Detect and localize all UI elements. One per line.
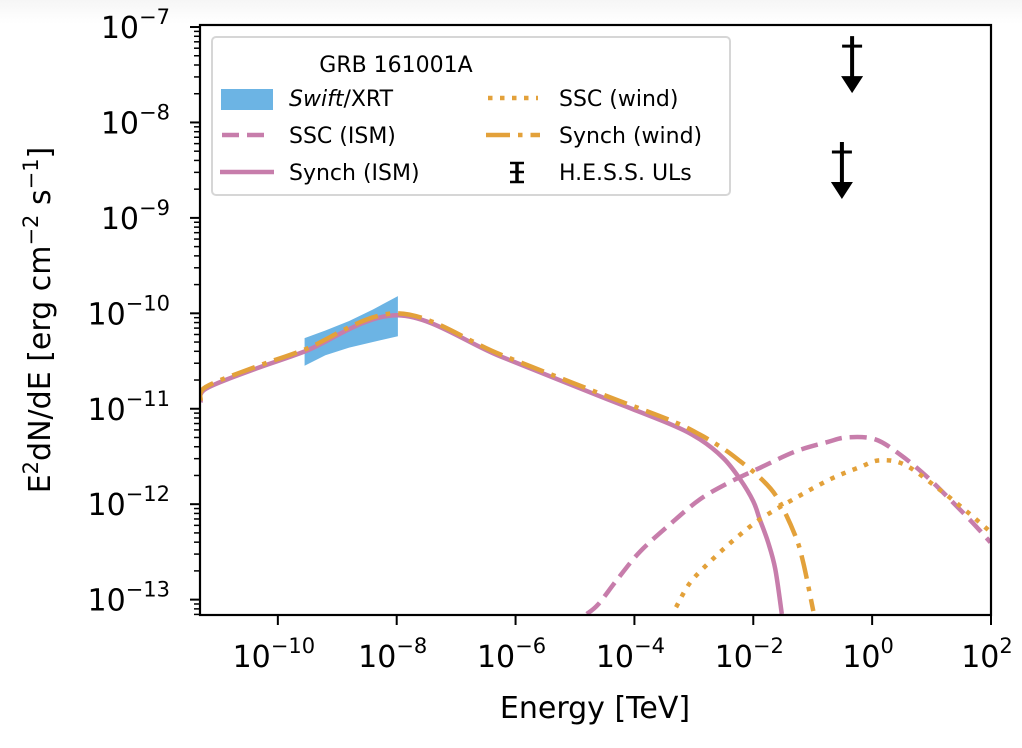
y-minor-ticks: [194, 30, 200, 616]
legend-frame: [211, 36, 731, 196]
legend-swift-label: Swift/XRT: [289, 87, 394, 112]
y-tick-label: 10−8: [101, 100, 170, 141]
upper-limits-layer: [830, 36, 864, 200]
x-tick-label: 10−6: [477, 634, 546, 675]
series-synch-wind: [200, 311, 816, 612]
axes: 10−10 10−8 10−6 10−4 10−2 100 102 10−1310−1210…: [87, 5, 1012, 675]
y-label-sup2: −2: [19, 215, 43, 246]
swift-band-layer: [304, 296, 398, 366]
legend-title: GRB 161001A: [319, 53, 472, 78]
y-axis-label: E2dN/dE [erg cm−2 s−1]: [19, 147, 58, 494]
y-tick-label: 10−10: [87, 291, 170, 332]
y-label-mid2: s: [23, 189, 58, 214]
series-layer: [200, 311, 991, 615]
x-ticks: 10−10 10−8 10−6 10−4 10−2 100 102: [233, 615, 1013, 675]
y-tick-label: 10−13: [87, 578, 170, 619]
x-tick-label: 10−2: [715, 634, 784, 675]
hess-upper-limit: [841, 36, 864, 94]
y-label-post: ]: [23, 147, 58, 159]
legend: GRB 161001A Swift/XRT SSC (ISM) Synch (I…: [211, 36, 731, 196]
swift-xrt-band: [304, 296, 398, 366]
plot-area: [200, 296, 991, 615]
x-axis-label: Energy [TeV]: [500, 691, 690, 726]
y-ticks: 10−13 10−12 10−11 10−10 10−9 10−8 10−7: [87, 5, 200, 619]
y-label-mid: dN/dE [erg cm: [23, 246, 58, 461]
y-tick-label: 10−11: [87, 387, 170, 428]
y-tick-label: 10−12: [87, 482, 170, 523]
legend-swift-swatch: [221, 89, 273, 110]
axes-frame: [198, 23, 993, 617]
x-tick-label: 10−10: [233, 634, 316, 675]
series-ssc-wind: [674, 457, 991, 609]
hess-upper-limit: [830, 142, 853, 200]
x-tick-label: 100: [842, 634, 894, 675]
legend-hess-marker: [510, 161, 524, 184]
x-tick-label: 10−8: [358, 634, 427, 675]
series-synch-ism: [200, 312, 785, 615]
y-tick-label: 10−9: [101, 196, 170, 237]
legend-synch-ism-label: Synch (ISM): [289, 161, 420, 186]
down-arrow-icon: [841, 76, 864, 94]
down-arrow-icon: [830, 182, 853, 200]
x-tick-label: 10−4: [596, 634, 665, 675]
legend-hess-label: H.E.S.S. ULs: [559, 161, 692, 186]
legend-ssc-ism-label: SSC (ISM): [289, 124, 396, 149]
y-tick-label: 10−7: [101, 5, 170, 46]
legend-swift-italic: Swift: [289, 87, 345, 112]
y-label-e: E: [23, 474, 58, 493]
legend-ssc-wind-label: SSC (wind): [559, 87, 678, 112]
x-tick-label: 102: [961, 634, 1013, 675]
legend-swift-rest: /XRT: [343, 87, 393, 112]
legend-synch-wind-label: Synch (wind): [559, 124, 702, 149]
y-label-sup1: 2: [19, 461, 43, 474]
y-label-sup3: −1: [19, 158, 43, 189]
